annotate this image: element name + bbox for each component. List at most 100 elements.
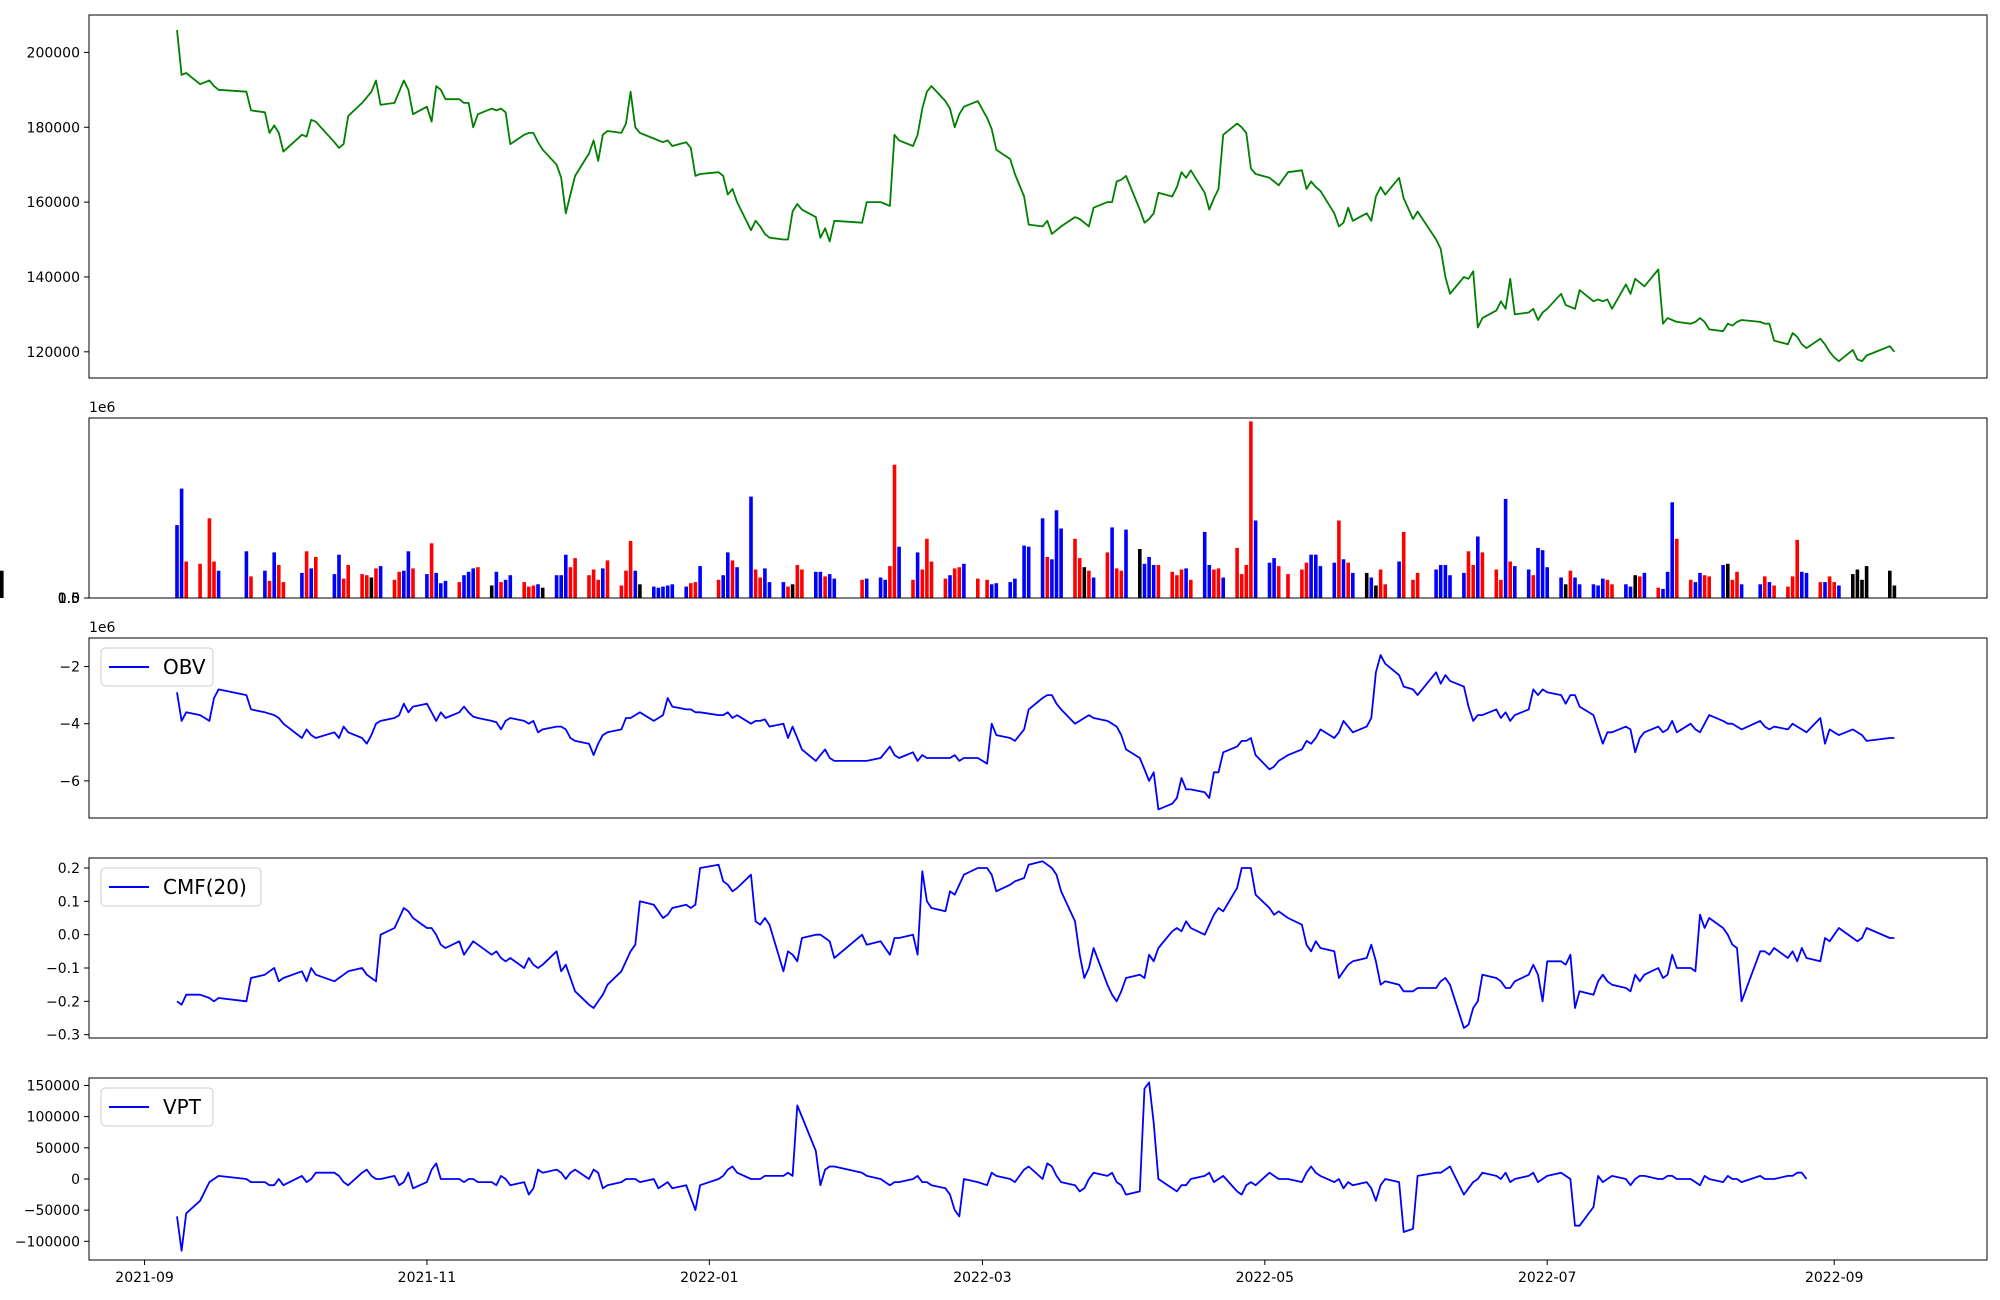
volume-bar	[1045, 557, 1050, 598]
volume-bar	[1591, 584, 1596, 598]
volume-bar	[1462, 572, 1466, 598]
volume-bar	[1735, 571, 1739, 598]
volume-bar	[605, 560, 610, 598]
volume-bar	[1156, 565, 1161, 598]
volume-bar	[360, 574, 364, 598]
obv-ytick-label: −2	[59, 660, 80, 676]
volume-bar	[1559, 577, 1563, 598]
volume-bar	[1438, 565, 1443, 598]
volume-bar	[1059, 528, 1063, 598]
volume-bar	[216, 570, 221, 598]
volume-bar	[1411, 579, 1415, 598]
volume-bar	[1675, 538, 1679, 598]
volume-bar	[1267, 562, 1272, 598]
volume-bar	[726, 552, 730, 598]
volume-bar	[1443, 565, 1448, 598]
volume-bar	[309, 568, 313, 598]
obv-legend-label: OBV	[163, 655, 206, 679]
volume-bar	[1730, 579, 1735, 598]
volume-bar	[1665, 571, 1670, 598]
volume-bar	[522, 582, 526, 598]
volume-bar	[1401, 531, 1406, 598]
volume-bar	[1795, 539, 1799, 598]
volume-bar	[1758, 584, 1762, 598]
volume-bar	[207, 518, 212, 598]
volume-bar	[1693, 582, 1698, 598]
price-ytick-label: 140000	[27, 270, 80, 286]
volume-bar	[1596, 585, 1600, 598]
price-ytick-label: 200000	[27, 45, 80, 61]
volume-bar	[457, 582, 462, 598]
volume-bar	[684, 586, 688, 598]
volume-bar	[1494, 569, 1499, 598]
volume-bar	[300, 572, 304, 598]
volume-bar	[263, 570, 267, 598]
volume-bar	[1175, 575, 1179, 598]
volume-bar	[1434, 569, 1438, 598]
volume-bar	[730, 560, 735, 598]
volume-bar	[943, 578, 948, 598]
vpt-ytick-label: −100000	[15, 1234, 80, 1250]
volume-bar	[1772, 585, 1776, 598]
volume-bar	[1253, 520, 1258, 598]
volume-bar	[184, 561, 188, 598]
volume-bar	[179, 488, 184, 598]
volume-bar	[1207, 565, 1212, 598]
volume-bar	[1346, 562, 1350, 598]
volume-bar	[1531, 575, 1536, 598]
volume-bar	[1827, 576, 1832, 598]
volume-bar	[633, 570, 638, 598]
volume-bar	[332, 574, 337, 598]
volume-bar	[591, 569, 596, 598]
volume-bar	[1670, 502, 1674, 598]
volume-bar	[716, 579, 721, 598]
cmf-ytick-label: 0.1	[58, 894, 80, 910]
volume-bar	[494, 571, 499, 598]
volume-bar	[767, 582, 772, 598]
volume-bar	[781, 582, 786, 598]
volume-bar	[721, 575, 725, 598]
volume-bar	[985, 579, 989, 598]
volume-bar	[948, 575, 952, 598]
volume-bar	[1073, 538, 1077, 598]
volume-bar	[656, 587, 661, 598]
volume-bar	[915, 552, 920, 598]
x-tick-label: 2022-05	[1236, 1270, 1295, 1286]
price-panel: 120000 140000 160000 180000 200000	[27, 14, 1988, 379]
volume-bar	[1332, 562, 1337, 598]
volume-bar	[1513, 566, 1517, 598]
volume-bar	[689, 583, 693, 598]
volume-bar	[952, 568, 957, 598]
volume-bar	[1545, 567, 1549, 598]
volume-bar	[883, 579, 887, 598]
volume-bar	[1091, 577, 1096, 598]
volume-bar	[638, 584, 642, 598]
volume-panel: 0.00.51.01.5 1e6	[0, 400, 1988, 607]
volume-bar	[1110, 527, 1114, 598]
volume-bar	[1503, 498, 1508, 598]
volume-bar	[1054, 510, 1059, 598]
volume-bar	[1351, 572, 1355, 598]
volume-bar	[1124, 529, 1128, 598]
volume-bar	[670, 584, 675, 598]
volume-bar	[1142, 563, 1147, 598]
volume-bar	[425, 574, 429, 598]
volume-bar	[1573, 577, 1577, 598]
volume-bar	[1633, 575, 1637, 598]
volume-bar	[1114, 568, 1119, 598]
volume-bar	[920, 569, 925, 598]
obv-scale-label: 1e6	[89, 620, 116, 636]
volume-bar	[1300, 569, 1304, 598]
cmf-ytick-label: −0.1	[46, 961, 80, 977]
volume-bar	[929, 561, 934, 598]
volume-bar	[758, 577, 762, 598]
volume-bar	[1022, 545, 1026, 598]
volume-bar	[832, 578, 837, 598]
volume-bar	[1378, 569, 1383, 598]
vpt-panel: −100000 −50000 0 50000 100000 150000 VPT	[15, 1077, 1988, 1261]
volume-bar	[1397, 561, 1401, 598]
volume-bar	[1314, 554, 1318, 598]
volume-bar	[989, 584, 994, 598]
cmf-frame	[88, 857, 1988, 1039]
volume-bar	[1804, 572, 1809, 598]
